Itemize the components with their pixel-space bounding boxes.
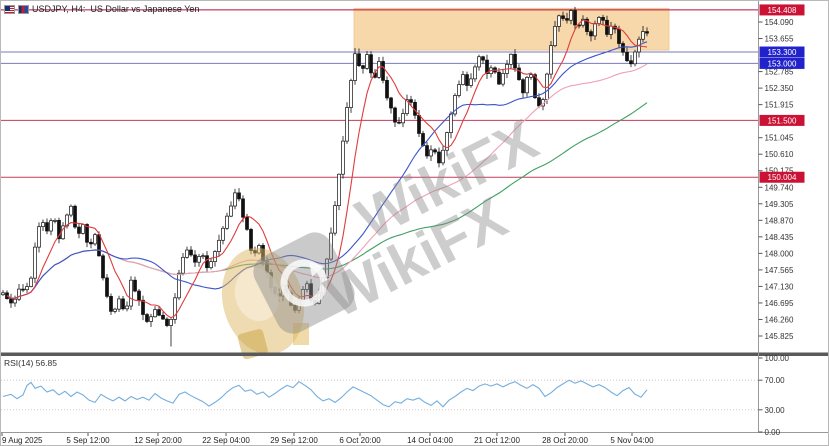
price-level-badge-text: 151.500 [768,116,797,125]
rsi-tick-label: 70.00 [765,376,786,385]
price-tick-label: 146.695 [765,299,794,308]
price-tick-label: 148.870 [765,216,794,225]
time-tick-label: 29 Sep 12:00 [270,436,318,445]
price-tick-label: 154.090 [765,18,794,27]
rsi-panel [1,352,828,411]
chart-symbol-title: USDJPY, H4: US Dollar vs Japanese Yen [32,4,200,14]
rsi-tick-label: 100.00 [765,354,790,363]
rsi-tick-label: 0.00 [765,428,781,437]
time-tick-label: 6 Oct 20:00 [339,436,381,445]
price-tick-label: 148.000 [765,249,794,258]
time-tick-label: 9 Aug 2025 [2,436,43,445]
moving-averages-layer [6,19,648,319]
price-level-badge [759,57,805,69]
time-tick-label: 21 Oct 12:00 [474,436,520,445]
price-level-badge [759,46,805,58]
rsi-line [2,379,648,408]
rsi-tick-label: 30.00 [765,406,786,415]
price-tick-label: 150.175 [765,167,794,176]
chart-title-bar: USDJPY, H4: US Dollar vs Japanese Yen [4,3,199,15]
price-tick-label: 152.785 [765,68,794,77]
price-tick-label: 153.655 [765,35,794,44]
price-level-badge [759,4,805,16]
ma-line-30 [6,41,648,299]
price-tick-label: 151.045 [765,134,794,143]
price-tick-label: 148.435 [765,233,794,242]
time-tick-label: 14 Oct 04:00 [407,436,453,445]
time-tick-label: 12 Sep 20:00 [134,436,182,445]
price-tick-label: 147.565 [765,266,794,275]
time-tick-label: 5 Sep 12:00 [66,436,110,445]
price-level-badges: 154.408 153.300 153.000 151.500 150.004 [759,4,805,183]
base-currency-flag-icon [4,4,15,14]
time-tick-label: 22 Sep 04:00 [202,436,250,445]
horizontal-level-lines [1,9,759,178]
price-tick-label: 145.825 [765,332,794,341]
rsi-indicator-label: RSI(14) 56.85 [4,358,57,368]
watermark-gold-block [293,323,309,345]
price-level-badge-text: 153.000 [768,59,797,68]
price-tick-label: 147.130 [765,282,794,291]
price-tick-label: 149.305 [765,200,794,209]
price-level-badge-text: 153.300 [768,48,797,57]
price-level-badge [759,171,805,183]
price-tick-label: 150.610 [765,150,794,159]
quote-currency-flag-icon [18,4,29,14]
time-tick-label: 5 Nov 04:00 [610,436,654,445]
price-level-badge [759,114,805,126]
price-level-badge-text: 150.004 [768,173,797,182]
price-tick-label: 146.260 [765,315,794,324]
price-tick-label: 152.350 [765,84,794,93]
price-tick-label: 149.740 [765,183,794,192]
price-level-badge-text: 154.408 [768,6,797,15]
ma-line-8 [6,19,648,319]
time-tick-label: 28 Oct 20:00 [542,436,588,445]
wikifx-stamp-icon [253,232,355,334]
price-tick-label: 151.915 [765,101,794,110]
